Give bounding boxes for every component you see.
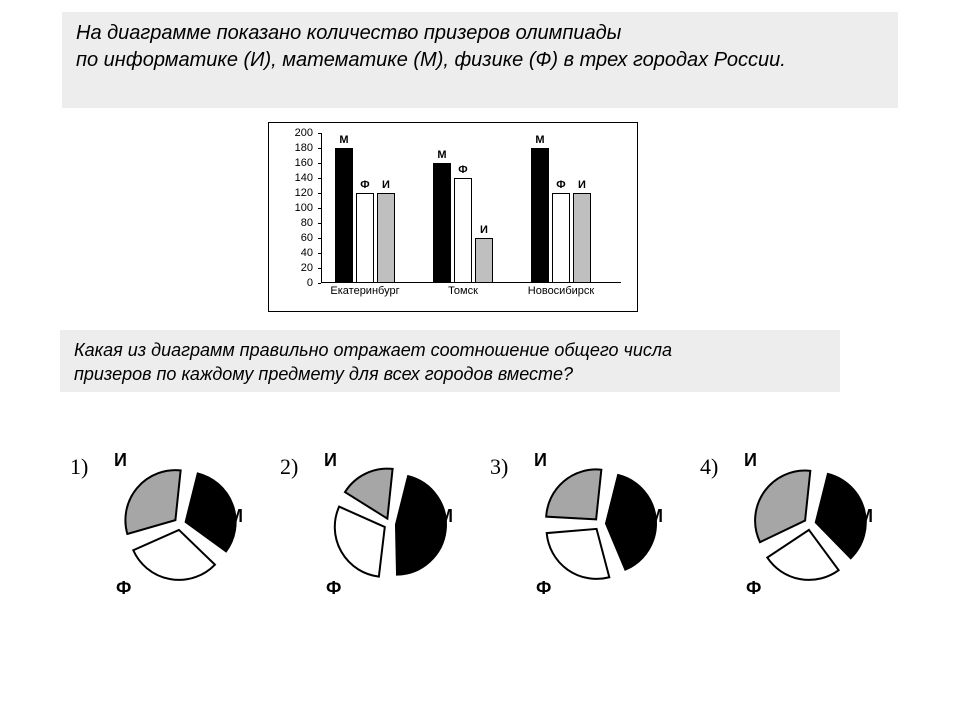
y-tick-mark xyxy=(318,283,321,284)
page: На диаграмме показано количество призеро… xyxy=(0,0,960,720)
y-tick-label: 60 xyxy=(277,232,313,244)
pie-slice-label: Ф xyxy=(746,578,761,599)
bar-label: И xyxy=(375,179,397,191)
y-tick-label: 80 xyxy=(277,217,313,229)
bar-label: М xyxy=(431,149,453,161)
option-number: 3) xyxy=(490,454,508,480)
pie-slice xyxy=(335,507,385,577)
y-axis xyxy=(321,133,322,283)
pie-slice xyxy=(133,530,215,580)
option-number: 4) xyxy=(700,454,718,480)
bar-label: И xyxy=(473,224,495,236)
pie-slice xyxy=(767,530,838,580)
pie-slice-label: И xyxy=(324,450,337,471)
bar xyxy=(531,148,549,283)
prompt-top: На диаграмме показано количество призеро… xyxy=(62,12,898,108)
pie-slice-label: И xyxy=(114,450,127,471)
y-tick-mark xyxy=(318,163,321,164)
y-tick-mark xyxy=(318,223,321,224)
y-tick-label: 200 xyxy=(277,127,313,139)
bar xyxy=(573,193,591,283)
bar-chart: 020406080100120140160180200МФИЕкатеринбу… xyxy=(268,122,638,312)
y-tick-mark xyxy=(318,193,321,194)
pie-option: 1) И М Ф xyxy=(70,440,280,650)
y-tick-label: 40 xyxy=(277,247,313,259)
y-tick-label: 160 xyxy=(277,157,313,169)
pie-slice xyxy=(547,529,610,579)
bar-label: Ф xyxy=(452,164,474,176)
pie-slice-label: И xyxy=(744,450,757,471)
y-tick-label: 120 xyxy=(277,187,313,199)
bar xyxy=(475,238,493,283)
y-tick-mark xyxy=(318,253,321,254)
y-tick-label: 180 xyxy=(277,142,313,154)
y-tick-mark xyxy=(318,208,321,209)
pie-option: 3) И М Ф xyxy=(490,440,700,650)
y-tick-mark xyxy=(318,268,321,269)
prompt-top-line-2: по информатике (И), математике (М), физи… xyxy=(76,47,884,74)
pie-options: 1) И М Ф 2) И М Ф 3) И М Ф 4) И М Ф xyxy=(70,440,910,650)
pie-slice-label: М xyxy=(858,506,873,527)
x-tick-label: Томск xyxy=(421,285,505,297)
bar xyxy=(356,193,374,283)
pie-slice-label: М xyxy=(228,506,243,527)
y-tick-mark xyxy=(318,238,321,239)
pie-slice xyxy=(755,471,810,543)
bar-label: М xyxy=(529,134,551,146)
pie-slice xyxy=(345,469,393,519)
bar-label: Ф xyxy=(354,179,376,191)
bar-label: М xyxy=(333,134,355,146)
bar-chart-plot: 020406080100120140160180200МФИЕкатеринбу… xyxy=(321,133,621,283)
pie-option: 2) И М Ф xyxy=(280,440,490,650)
y-tick-mark xyxy=(318,133,321,134)
prompt-top-line-1: На диаграмме показано количество призеро… xyxy=(76,20,884,47)
y-tick-label: 20 xyxy=(277,262,313,274)
bar xyxy=(552,193,570,283)
prompt-bottom: Какая из диаграмм правильно отражает соо… xyxy=(60,330,840,392)
pie-slice-label: М xyxy=(438,506,453,527)
bar xyxy=(377,193,395,283)
bar-label: Ф xyxy=(550,179,572,191)
y-tick-label: 140 xyxy=(277,172,313,184)
pie-slice-label: Ф xyxy=(326,578,341,599)
x-tick-label: Екатеринбург xyxy=(323,285,407,297)
bar xyxy=(454,178,472,283)
pie-slice-label: И xyxy=(534,450,547,471)
pie-slice-label: Ф xyxy=(116,578,131,599)
y-tick-mark xyxy=(318,178,321,179)
pie-slice xyxy=(125,470,180,534)
pie-option: 4) И М Ф xyxy=(700,440,910,650)
option-number: 2) xyxy=(280,454,298,480)
y-tick-label: 100 xyxy=(277,202,313,214)
pie-slice-label: М xyxy=(648,506,663,527)
pie-slice xyxy=(546,469,601,519)
prompt-bottom-line-2: призеров по каждому предмету для всех го… xyxy=(74,362,826,386)
x-tick-label: Новосибирск xyxy=(519,285,603,297)
bar xyxy=(335,148,353,283)
prompt-bottom-line-1: Какая из диаграмм правильно отражает соо… xyxy=(74,338,826,362)
y-tick-label: 0 xyxy=(277,277,313,289)
y-tick-mark xyxy=(318,148,321,149)
bar xyxy=(433,163,451,283)
pie-slice-label: Ф xyxy=(536,578,551,599)
option-number: 1) xyxy=(70,454,88,480)
bar-label: И xyxy=(571,179,593,191)
